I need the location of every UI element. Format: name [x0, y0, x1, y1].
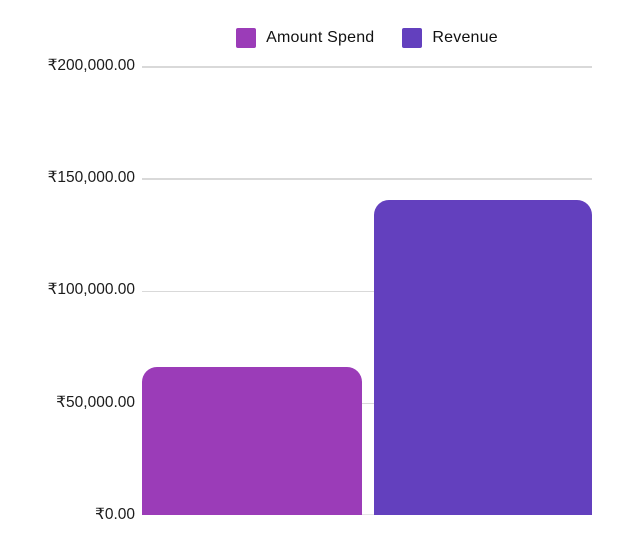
legend-item-amount-spend[interactable]: Amount Spend [236, 28, 374, 48]
gridline-150000 [142, 178, 592, 180]
legend-label-amount-spend: Amount Spend [266, 29, 375, 46]
gridline-0-baseline [142, 513, 592, 515]
amount-spend-swatch-icon [236, 28, 257, 48]
y-axis-tick-50000: ₹50,000.00 [56, 394, 135, 411]
y-axis-tick-150000: ₹150,000.00 [47, 169, 135, 186]
revenue-bar[interactable] [374, 200, 592, 515]
legend-item-revenue[interactable]: Revenue [402, 28, 498, 48]
y-axis-tick-200000: ₹200,000.00 [47, 57, 135, 74]
y-axis-tick-100000: ₹100,000.00 [47, 281, 135, 298]
chart-legend: Amount Spend Revenue [142, 26, 592, 50]
gridline-200000 [142, 66, 592, 68]
legend-label-revenue: Revenue [432, 29, 498, 46]
y-axis-tick-0: ₹0.00 [94, 506, 135, 523]
amount-spend-bar[interactable] [142, 367, 362, 515]
gridline-50000 [142, 402, 592, 405]
gridline-100000 [142, 290, 592, 292]
plot-area [142, 66, 592, 515]
revenue-swatch-icon [402, 28, 423, 48]
